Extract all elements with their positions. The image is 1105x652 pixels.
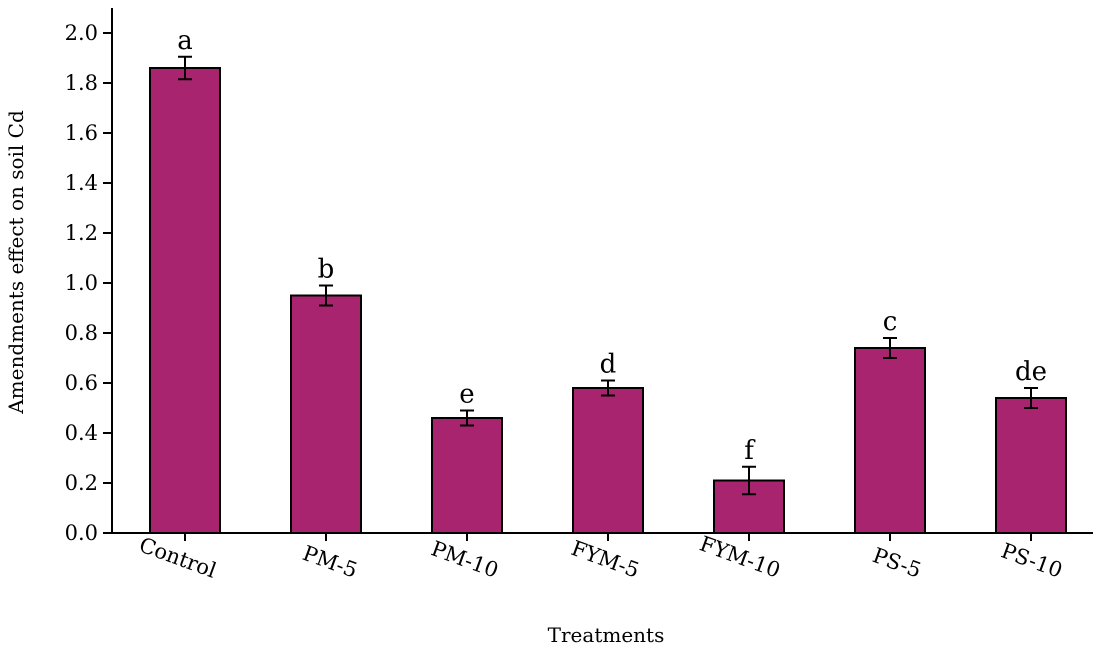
x-tick-label: PM-5 [300,541,361,583]
y-tick-label: 0.8 [65,321,98,345]
significance-label: d [600,350,617,380]
bar [149,67,221,534]
x-tick-label: PS-5 [870,543,925,583]
x-tick-label: PS-10 [998,539,1066,583]
y-axis-title: Amendments effect on soil Cd [4,110,28,415]
x-tick-label: FYM-10 [697,531,784,582]
x-tick-labels: Control PM-5 PM-10 FYM-5 FYM-10 PS-5 PS-10 [136,531,1065,582]
bar [854,347,926,534]
significance-label: b [318,255,335,285]
bar [572,387,644,534]
significance-label: a [177,26,193,56]
x-tick-label: PM-10 [428,536,501,582]
y-tick-label: 0.2 [65,471,98,495]
significance-label: c [883,307,898,337]
y-tick-label: 2.0 [65,21,98,45]
significance-label: f [744,436,756,466]
y-tick-label: 0.0 [65,521,98,545]
bar [290,294,362,534]
bar [431,417,503,534]
y-tick-label: 0.4 [65,421,98,445]
significance-label: de [1015,357,1047,387]
y-tick-label: 1.2 [65,221,98,245]
y-tick-label: 1.4 [65,171,98,195]
y-tick-label: 1.0 [65,271,98,295]
bars: a b e d f c de [149,26,1067,534]
y-tick-label: 1.8 [65,71,98,95]
x-axis-title: Treatments [548,623,665,647]
significance-label: e [459,380,474,410]
x-tick-label: FYM-5 [568,536,642,583]
y-tick-label: 1.6 [65,121,98,145]
y-tick-label: 0.6 [65,371,98,395]
y-ticks: 0.0 0.2 0.4 0.6 0.8 1.0 1.2 1.4 1.6 1.8 2.0 [65,21,112,545]
bar [995,397,1067,534]
x-tick-label: Control [136,533,220,583]
